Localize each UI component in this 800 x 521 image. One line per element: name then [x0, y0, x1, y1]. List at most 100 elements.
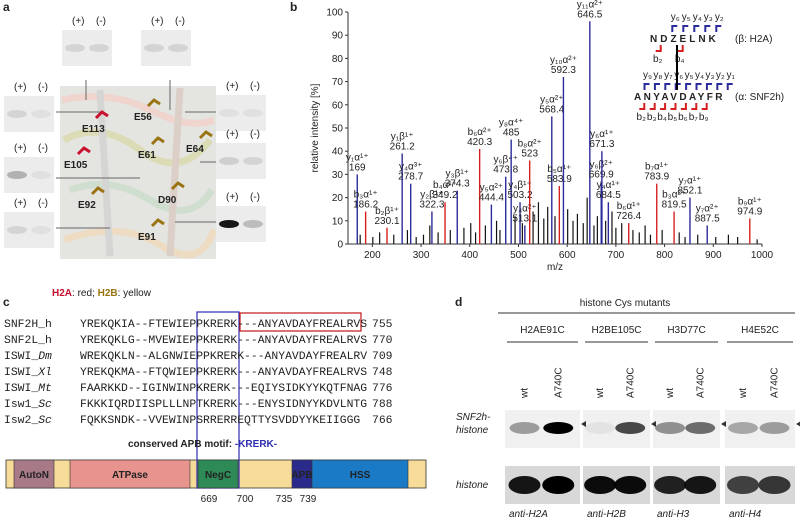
blot-band	[219, 220, 239, 228]
highlight-box	[239, 312, 362, 332]
peak-mz-label: 646.5	[577, 9, 602, 20]
residue-position: 700	[237, 494, 254, 505]
caption-part: : yellow	[118, 288, 152, 299]
sequence-end: 755	[372, 319, 393, 331]
peak-mz-label: 473.8	[493, 165, 518, 176]
y-tick-label: 80	[332, 54, 344, 65]
lane-label: wt	[665, 388, 676, 399]
sequence-name: SNF2H_h	[4, 319, 52, 331]
sequence: YREKQKIA--FTEWIEPPKRERK---ANYAVDAYFREALR…	[80, 319, 367, 331]
residue-position: 739	[300, 494, 317, 505]
blot-band	[168, 44, 188, 52]
peak-ion-label: y₄α³⁺	[399, 162, 422, 173]
fragment-mark	[705, 83, 712, 90]
side-chain	[150, 136, 165, 146]
fragment-mark	[691, 103, 698, 110]
name-part: ISWI_	[4, 367, 38, 379]
peak-mz-label: 444.4	[479, 193, 504, 204]
peak-mz-label: 349.2	[433, 190, 458, 201]
row-label: histone	[456, 480, 489, 491]
residue-label: E61	[138, 150, 156, 161]
domain-label: NegC	[205, 470, 231, 481]
sequence: WREKQKLN--ALGNWIEPPKRERK---ANYAVDAYFREAL…	[80, 351, 367, 363]
sequence: FKKKIQRDIISPLLLNPTKRERK---ENYSIDNYYKDVLN…	[80, 399, 367, 411]
blot	[141, 30, 191, 66]
b-ion-label: b₉	[699, 112, 709, 123]
name-part: ISWI_	[4, 383, 38, 395]
x-tick-label: 900	[705, 250, 722, 261]
blot-band	[7, 171, 27, 179]
x-tick-label: 200	[364, 250, 381, 261]
residue-label: E56	[134, 112, 152, 123]
fragment-mark	[674, 83, 681, 90]
peak-ion-label: y₃β¹⁺	[446, 169, 469, 180]
peak-ion-label: b₉α¹⁺	[738, 196, 762, 207]
peak-mz-label: 974.9	[737, 206, 762, 217]
blot-band	[7, 226, 27, 234]
y-tick-label: 10	[332, 216, 344, 227]
blot-band	[728, 422, 758, 434]
residue-label: E64	[186, 144, 204, 155]
fragment-mark	[685, 83, 692, 90]
blot-band	[758, 476, 791, 494]
blot-band	[585, 422, 616, 434]
blot	[4, 212, 54, 248]
y-ion-label: y₆	[674, 70, 683, 81]
peak-mz-label: 261.2	[390, 142, 415, 153]
x-tick-label: 700	[608, 250, 625, 261]
peak-ion-label: y₅α²⁺	[540, 94, 563, 105]
arrowhead	[651, 421, 656, 427]
blot-band	[144, 44, 164, 52]
peak-mz-label: 684.5	[596, 190, 621, 201]
row-label: histone	[456, 425, 489, 436]
species: Dm	[38, 351, 52, 363]
b-ion-label: b₂	[653, 54, 663, 65]
lane-label: A740C	[553, 367, 564, 398]
caption-part: H2A	[52, 288, 72, 299]
motif-text: conserved APB motif: -KRERK-	[128, 439, 277, 450]
structure-image	[60, 86, 216, 259]
fragment-mark	[655, 45, 662, 52]
sequence: FQKKSNDK--VVEWINPSRRERREQTTYSVDDYYKEIIGG…	[80, 415, 360, 427]
peak-ion-label: b₅α¹⁺	[547, 164, 571, 175]
blot-band	[243, 157, 263, 165]
name-part: SNF2H_h	[4, 319, 52, 331]
y-ion-label: y₅	[682, 12, 691, 23]
sequence-end: 766	[372, 415, 393, 427]
residue-position: 669	[201, 494, 218, 505]
fragment-mark	[660, 103, 667, 110]
side-chain	[90, 186, 105, 196]
structure-ribbons	[61, 87, 218, 258]
blot-band	[65, 44, 85, 52]
connector-lines	[56, 80, 216, 229]
blot-lane-label: (+)	[14, 198, 27, 209]
peak-ion-label: y₄β¹⁺	[508, 180, 531, 191]
fragment-mark	[682, 25, 689, 32]
peak-ion-label: b₈α²⁺	[518, 138, 542, 149]
blot-lane-label: (-)	[38, 82, 48, 93]
species: Sc	[38, 399, 52, 411]
caption: H2A: red; H2B: yellow	[52, 288, 152, 299]
blot-lane-label: (-)	[96, 16, 106, 27]
blot-band	[684, 476, 717, 494]
sequence-end: 709	[372, 351, 393, 363]
x-tick-label: 600	[559, 250, 576, 261]
b-ion-label: b₂	[637, 112, 647, 123]
antibody-label: anti-H2B	[587, 509, 626, 520]
blot	[4, 96, 54, 132]
blot-band	[243, 220, 263, 228]
blot-lane-label: (-)	[250, 192, 260, 203]
blot-lane-label: (+)	[14, 143, 27, 154]
side-chain	[94, 110, 109, 120]
residue-label: E92	[78, 200, 96, 211]
blot	[216, 143, 266, 179]
blot-band	[654, 476, 687, 494]
western-blots	[505, 410, 795, 504]
side-chain	[170, 181, 185, 191]
b-ion-label: b₆	[678, 112, 688, 123]
y-ion-label: y₅	[685, 70, 694, 81]
blot	[216, 95, 266, 131]
b-ion-label: b₅	[668, 112, 678, 123]
panel-label: d	[455, 295, 462, 309]
